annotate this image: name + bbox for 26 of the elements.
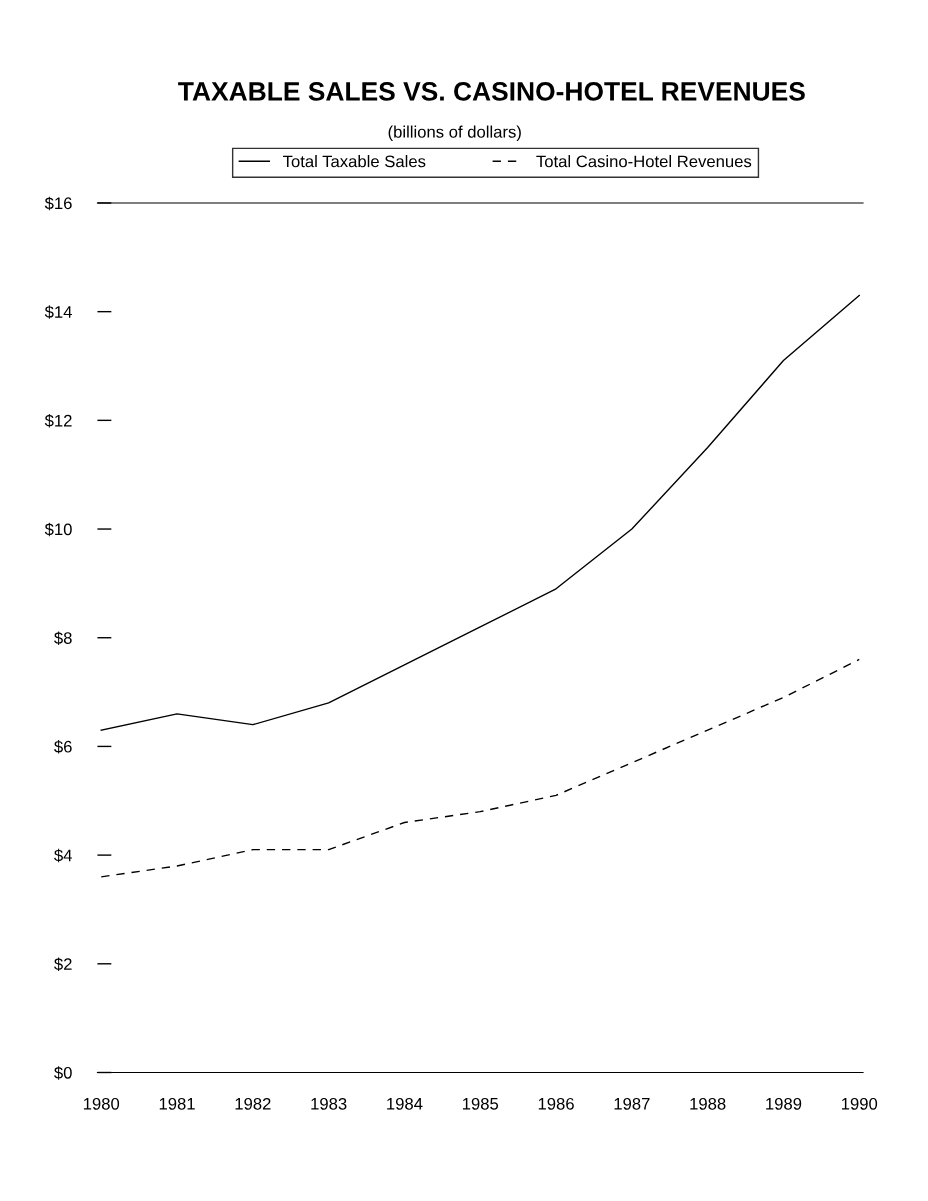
x-tick-label: 1990 [841, 1097, 878, 1110]
line-series [100, 294, 860, 731]
y-tick-label: $2 [54, 957, 72, 971]
y-tick-label: $6 [54, 740, 72, 754]
y-tick-label: $0 [54, 1066, 72, 1080]
chart-subtitle: (billions of dollars) [388, 125, 521, 142]
line-series [100, 658, 860, 878]
x-tick-label: 1982 [235, 1097, 271, 1110]
x-tick-label: 1983 [311, 1097, 347, 1110]
y-tick-label: $10 [44, 522, 72, 537]
legend-label: Total Taxable Sales [283, 155, 426, 168]
x-tick-label: 1987 [614, 1097, 650, 1110]
y-tick-label: $14 [44, 305, 72, 319]
y-tick-label: $16 [44, 196, 72, 211]
y-tick-label: $12 [44, 414, 72, 428]
x-tick-label: 1980 [83, 1097, 120, 1110]
x-tick-label: 1984 [387, 1097, 423, 1110]
x-tick-label: 1986 [538, 1097, 574, 1110]
y-tick-label: $4 [54, 848, 72, 863]
x-tick-label: 1985 [462, 1097, 499, 1110]
x-tick-label: 1988 [690, 1097, 726, 1110]
chart-title: TAXABLE SALES VS. CASINO-HOTEL REVENUES [178, 82, 805, 101]
x-tick-label: 1981 [159, 1097, 195, 1110]
legend-label: Total Casino-Hotel Revenues [536, 155, 752, 168]
x-tick-label: 1989 [766, 1097, 802, 1110]
y-tick-label: $8 [54, 631, 72, 645]
